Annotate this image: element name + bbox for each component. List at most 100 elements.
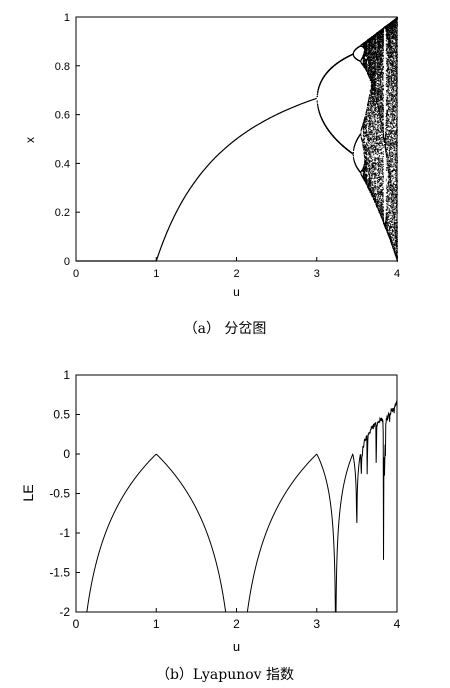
bifurcation-point xyxy=(366,52,368,54)
bifurcation-point xyxy=(318,110,320,112)
bifurcation-point xyxy=(363,174,365,175)
bifurcation-point xyxy=(364,126,366,128)
bifurcation-point xyxy=(364,145,366,147)
bifurcation-point xyxy=(363,136,365,138)
bifurcation-point xyxy=(366,175,368,177)
bifurcation-point xyxy=(362,124,364,126)
bifurcation-point xyxy=(364,151,366,153)
bifurcation-point xyxy=(364,59,366,61)
axis-ticks-a: 0 1 2 3 400.20.40.60.81 xyxy=(55,12,400,280)
bifurcation-point xyxy=(365,121,366,123)
bifurcation-point xyxy=(366,43,368,45)
bifurcation-point xyxy=(364,66,366,68)
bifurcation-point xyxy=(353,148,355,150)
plot-a-y-tick-label: 0.4 xyxy=(55,158,70,170)
plot-a-x-tick-label: 2 xyxy=(233,268,239,280)
bifurcation-point xyxy=(360,136,362,138)
bifurcation-point xyxy=(366,148,368,149)
bifurcation-point xyxy=(365,114,367,116)
bifurcation-point xyxy=(365,134,367,136)
bifurcation-point xyxy=(320,116,322,118)
bifurcation-point xyxy=(366,113,368,115)
bifurcation-point xyxy=(363,147,365,149)
bifurcation-point xyxy=(366,183,368,185)
bifurcation-point xyxy=(362,169,364,171)
bifurcation-point xyxy=(365,63,367,65)
bifurcation-point xyxy=(364,65,366,67)
bifurcation-point xyxy=(366,171,368,173)
bifurcation-point xyxy=(364,166,366,168)
bifurcation-point xyxy=(365,116,367,118)
bifurcation-point xyxy=(366,110,368,111)
bifurcation-point xyxy=(363,141,365,143)
bifurcation-point xyxy=(364,124,366,126)
bifurcation-point xyxy=(317,108,319,110)
bifurcation-point xyxy=(353,159,355,161)
bifurcation-point xyxy=(366,60,368,62)
bifurcation-point xyxy=(365,173,367,175)
bifurcation-point xyxy=(363,119,365,120)
bifurcation-point xyxy=(364,131,366,133)
bifurcation-point xyxy=(365,182,367,184)
bifurcation-point xyxy=(366,149,368,151)
bifurcation-point xyxy=(364,160,366,162)
bifurcation-point xyxy=(354,143,356,145)
bifurcation-point xyxy=(365,136,367,138)
bifurcation-point xyxy=(365,142,367,144)
bifurcation-point xyxy=(363,60,365,62)
bifurcation-point xyxy=(362,141,364,143)
bifurcation-point xyxy=(364,161,366,163)
bifurcation-point xyxy=(365,132,367,134)
bifurcation-point xyxy=(366,143,367,145)
bifurcation-point xyxy=(365,60,367,62)
bifurcation-point xyxy=(366,151,368,153)
bifurcation-point xyxy=(364,145,366,147)
bifurcation-point xyxy=(362,169,363,170)
bifurcation-point xyxy=(365,167,367,169)
plot-a-y-tick-label: 0.2 xyxy=(55,207,70,219)
bifurcation-point xyxy=(363,125,365,127)
bifurcation-point xyxy=(366,45,368,46)
bifurcation-point xyxy=(364,61,366,63)
bifurcation-point xyxy=(366,46,368,47)
plot-a-x-tick-label: 0 xyxy=(73,268,79,280)
bifurcation-point xyxy=(354,162,356,164)
bifurcation-point xyxy=(365,149,367,151)
bifurcation-point xyxy=(364,54,366,56)
bifurcation-point xyxy=(363,128,365,130)
bifurcation-point xyxy=(366,116,368,118)
bifurcation-point xyxy=(365,158,367,159)
bifurcation-point xyxy=(363,55,365,57)
bifurcation-point xyxy=(366,118,368,120)
bifurcation-point xyxy=(365,156,367,158)
bifurcation-point xyxy=(363,125,364,127)
bifurcation-point xyxy=(317,92,319,94)
bifurcation-point xyxy=(365,174,367,176)
bifurcation-point xyxy=(366,166,368,168)
bifurcation-point xyxy=(363,46,365,48)
bifurcation-point xyxy=(364,45,366,47)
bifurcation-point xyxy=(366,49,368,51)
bifurcation-point xyxy=(363,155,365,157)
bifurcation-point xyxy=(365,166,367,167)
bifurcation-point xyxy=(365,164,367,166)
bifurcation-point xyxy=(366,69,368,71)
bifurcation-point xyxy=(364,134,366,136)
bifurcation-point xyxy=(363,131,365,133)
bifurcation-point xyxy=(366,168,368,170)
bifurcation-point xyxy=(364,49,366,51)
bifurcation-point xyxy=(364,123,366,125)
bifurcation-point xyxy=(319,112,321,114)
bifurcation-point xyxy=(364,117,366,118)
bifurcation-point xyxy=(365,55,367,57)
bifurcation-point xyxy=(363,149,365,151)
bifurcation-point xyxy=(366,53,368,55)
bifurcation-point xyxy=(365,177,367,179)
bifurcation-point xyxy=(364,162,365,164)
bifurcation-point xyxy=(366,161,368,163)
bifurcation-point xyxy=(362,140,363,142)
bifurcation-point xyxy=(360,60,362,62)
bifurcation-point xyxy=(366,68,368,70)
bifurcation-point xyxy=(363,61,365,62)
bifurcation-point xyxy=(363,167,365,169)
